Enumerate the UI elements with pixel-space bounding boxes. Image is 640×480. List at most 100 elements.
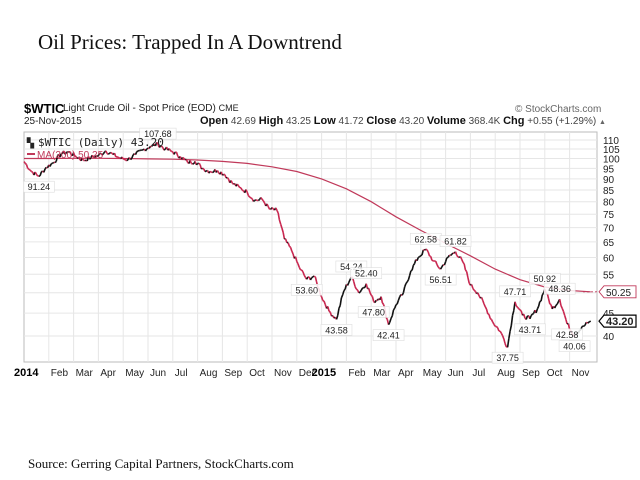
price-segment xyxy=(314,276,318,283)
price-segment xyxy=(221,173,225,176)
price-segment xyxy=(146,147,149,150)
price-segment xyxy=(81,157,85,161)
price-segment xyxy=(224,174,227,179)
price-segment xyxy=(297,263,301,268)
price-segment xyxy=(457,256,460,259)
price-segment xyxy=(387,321,391,326)
close-value: 43.20 xyxy=(399,116,425,127)
price-segment xyxy=(262,200,266,204)
price-segment xyxy=(473,289,476,292)
price-segment xyxy=(460,258,464,263)
annotation-box xyxy=(357,306,390,318)
annotation-box xyxy=(23,180,55,193)
price-segment xyxy=(463,263,467,271)
low-value: 41.72 xyxy=(338,116,364,127)
price-segment xyxy=(519,309,522,312)
annotation-label: 56.51 xyxy=(429,275,452,285)
price-segment xyxy=(209,170,212,173)
price-segment xyxy=(402,286,406,293)
price-segment xyxy=(489,317,492,321)
price-segment xyxy=(403,283,407,288)
quote-stats: Open 42.69 High 43.25 Low 41.72 Close 43… xyxy=(200,115,606,127)
price-segment xyxy=(271,207,274,210)
price-segment xyxy=(328,310,331,313)
price-segment xyxy=(355,288,359,291)
x-tick-label: Dec xyxy=(299,368,317,379)
change-value: +0.55 (+1.29%) xyxy=(527,116,597,127)
price-segment xyxy=(250,197,253,200)
price-segment xyxy=(313,275,316,278)
price-segment xyxy=(43,168,46,173)
price-segment xyxy=(168,148,171,151)
annotation-label: 42.41 xyxy=(377,331,400,341)
price-segment xyxy=(72,152,76,157)
open-value: 42.69 xyxy=(230,116,256,127)
annotation-box xyxy=(320,324,353,336)
y-tick-label: 85 xyxy=(603,186,615,197)
price-segment xyxy=(158,145,161,148)
x-tick-label: Mar xyxy=(76,368,94,379)
y-tick-label: 110 xyxy=(603,136,619,147)
price-segment xyxy=(537,301,541,307)
price-segment xyxy=(511,310,515,316)
price-segment xyxy=(419,255,422,258)
price-segment xyxy=(509,325,513,332)
price-segment xyxy=(459,256,463,260)
price-segment xyxy=(175,151,179,157)
ticker-symbol: $WTIC xyxy=(24,101,65,116)
price-segment xyxy=(152,143,155,146)
annotation-box xyxy=(543,282,576,295)
open-label: Open xyxy=(200,115,229,127)
x-tick-label: Nov xyxy=(572,368,590,379)
price-segment xyxy=(123,158,127,161)
instrument-description: Light Crude Oil - Spot Price (EOD) xyxy=(63,103,216,114)
price-segment xyxy=(59,153,62,158)
price-segment xyxy=(336,308,340,316)
price-segment xyxy=(201,167,203,170)
price-segment xyxy=(367,288,371,293)
price-segment xyxy=(539,300,542,303)
last-value-tag xyxy=(598,285,637,299)
price-segment xyxy=(456,254,459,258)
price-segment xyxy=(89,157,92,160)
price-segment xyxy=(515,305,519,308)
y-tick-label: 95 xyxy=(603,164,615,175)
annotation-box xyxy=(350,267,383,279)
annotation-label: 40.06 xyxy=(563,342,586,352)
price-segment xyxy=(424,248,427,251)
price-segment xyxy=(447,254,450,258)
price-segment xyxy=(231,182,235,185)
y-tick-label: 90 xyxy=(603,175,615,186)
price-segment xyxy=(137,149,140,152)
price-segment xyxy=(284,238,288,243)
annotation-box xyxy=(290,283,323,296)
price-segment xyxy=(69,151,72,155)
price-segment xyxy=(510,315,514,326)
price-segment xyxy=(561,307,565,312)
price-segment xyxy=(151,144,154,147)
legend-price-label: $WTIC (Daily) 43.20 xyxy=(38,136,164,149)
price-segment xyxy=(464,269,468,273)
last-value-label: 43.20 xyxy=(606,316,634,328)
price-segment xyxy=(309,277,313,281)
last-value-label: 50.25 xyxy=(606,288,631,299)
price-segment xyxy=(499,330,503,334)
price-segment xyxy=(496,327,500,332)
price-segment xyxy=(208,171,211,174)
x-tick-label: Apr xyxy=(100,368,116,379)
price-segment xyxy=(39,171,43,177)
price-segment xyxy=(142,148,145,151)
price-segment xyxy=(406,279,410,283)
price-segment xyxy=(472,287,475,291)
price-segment xyxy=(35,173,39,177)
x-tick-label: Jun xyxy=(150,368,166,379)
price-segment xyxy=(288,245,292,248)
price-segment xyxy=(412,263,416,266)
price-segment xyxy=(305,276,309,280)
annotation-label: 61.82 xyxy=(444,237,467,247)
price-segment xyxy=(389,318,392,323)
price-segment xyxy=(131,154,134,159)
price-segment xyxy=(348,279,351,283)
price-segment xyxy=(514,301,518,307)
